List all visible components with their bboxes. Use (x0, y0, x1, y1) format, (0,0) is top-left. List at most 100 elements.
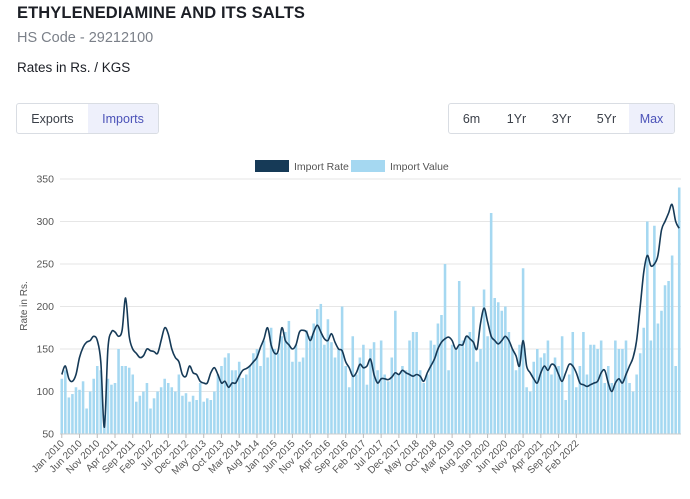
import-value-bar[interactable] (592, 344, 596, 434)
import-value-bar[interactable] (546, 340, 550, 435)
import-value-bar[interactable] (71, 394, 74, 434)
import-value-bar[interactable] (489, 213, 493, 434)
import-value-bar[interactable] (124, 366, 127, 434)
import-value-bar[interactable] (216, 374, 220, 435)
import-value-bar[interactable] (305, 330, 308, 434)
import-value-bar[interactable] (567, 374, 571, 435)
import-value-bar[interactable] (269, 327, 273, 434)
import-value-bar[interactable] (131, 374, 135, 435)
import-value-bar[interactable] (468, 332, 472, 434)
import-value-bar[interactable] (159, 387, 163, 434)
import-value-bar[interactable] (234, 370, 237, 434)
import-value-bar[interactable] (177, 374, 181, 435)
import-value-bar[interactable] (145, 383, 149, 434)
import-value-bar[interactable] (465, 336, 468, 434)
import-value-bar[interactable] (408, 340, 411, 435)
import-value-bar[interactable] (475, 361, 479, 434)
import-value-bar[interactable] (589, 344, 592, 434)
import-value-bar[interactable] (181, 395, 184, 434)
import-value-bar[interactable] (298, 361, 301, 434)
import-value-bar[interactable] (291, 361, 294, 434)
import-value-bar[interactable] (106, 378, 110, 434)
import-value-bar[interactable] (74, 387, 78, 434)
import-value-bar[interactable] (149, 408, 152, 435)
import-value-bar[interactable] (653, 225, 656, 434)
import-value-bar[interactable] (418, 370, 422, 434)
import-value-bar[interactable] (521, 268, 525, 434)
import-value-bar[interactable] (280, 336, 284, 434)
import-value-bar[interactable] (174, 391, 177, 435)
import-value-bar[interactable] (81, 381, 85, 434)
import-value-bar[interactable] (330, 342, 333, 434)
import-value-bar[interactable] (220, 366, 223, 434)
import-value-bar[interactable] (578, 366, 582, 434)
import-value-bar[interactable] (472, 306, 475, 435)
import-value-bar[interactable] (113, 383, 117, 434)
import-value-bar[interactable] (326, 319, 330, 434)
import-value-bar[interactable] (425, 374, 429, 435)
import-value-bar[interactable] (528, 391, 532, 435)
import-value-bar[interactable] (415, 332, 418, 434)
import-value-bar[interactable] (606, 366, 610, 434)
import-value-bar[interactable] (447, 370, 450, 434)
import-value-bar[interactable] (500, 310, 504, 434)
import-value-bar[interactable] (142, 391, 145, 435)
import-value-bar[interactable] (135, 401, 138, 434)
import-value-bar[interactable] (85, 408, 88, 435)
import-value-bar[interactable] (450, 344, 454, 434)
import-value-bar[interactable] (259, 366, 262, 434)
import-value-bar[interactable] (127, 367, 131, 434)
import-value-bar[interactable] (312, 323, 316, 435)
import-value-bar[interactable] (543, 353, 546, 434)
import-value-bar[interactable] (276, 353, 280, 434)
import-value-bar[interactable] (596, 349, 599, 434)
import-value-bar[interactable] (88, 391, 92, 435)
import-value-bar[interactable] (156, 391, 159, 435)
import-value-bar[interactable] (443, 264, 447, 434)
import-value-bar[interactable] (386, 381, 390, 434)
exports-button[interactable]: Exports (31, 111, 74, 126)
import-value-bar[interactable] (67, 397, 71, 434)
import-value-bar[interactable] (571, 332, 575, 434)
import-value-bar[interactable] (646, 221, 649, 435)
import-value-bar[interactable] (599, 340, 603, 435)
range-3yr-button[interactable]: 3Yr (551, 111, 572, 126)
import-value-bar[interactable] (294, 344, 298, 434)
legend-swatch-import-rate[interactable] (255, 160, 289, 172)
import-value-bar[interactable] (166, 383, 170, 434)
import-value-bar[interactable] (564, 400, 567, 434)
import-value-bar[interactable] (511, 349, 514, 434)
import-value-bar[interactable] (337, 349, 340, 434)
import-value-bar[interactable] (223, 357, 227, 435)
import-value-bar[interactable] (525, 387, 528, 434)
import-value-bar[interactable] (184, 393, 188, 434)
import-value-bar[interactable] (237, 361, 241, 434)
import-value-bar[interactable] (347, 387, 351, 434)
import-value-bar[interactable] (191, 395, 195, 434)
import-value-bar[interactable] (436, 323, 440, 435)
import-value-bar[interactable] (379, 340, 383, 435)
import-value-bar[interactable] (64, 370, 67, 434)
range-5yr-button[interactable]: 5Yr (596, 111, 617, 126)
import-value-bar[interactable] (486, 336, 489, 434)
import-value-bar[interactable] (461, 340, 465, 435)
import-value-bar[interactable] (205, 398, 209, 434)
import-value-bar[interactable] (120, 366, 124, 434)
import-value-bar[interactable] (624, 340, 628, 435)
import-value-bar[interactable] (262, 340, 266, 435)
import-value-bar[interactable] (670, 255, 674, 435)
import-value-bar[interactable] (433, 344, 436, 434)
import-value-bar[interactable] (372, 342, 376, 434)
import-value-bar[interactable] (138, 395, 142, 434)
import-value-bar[interactable] (560, 336, 564, 434)
import-value-bar[interactable] (301, 357, 305, 435)
import-value-bar[interactable] (457, 281, 461, 434)
import-value-bar[interactable] (213, 391, 216, 435)
legend-label-import-rate[interactable]: Import Rate (294, 161, 349, 173)
import-value-bar[interactable] (663, 285, 667, 434)
import-value-bar[interactable] (323, 344, 326, 434)
import-value-bar[interactable] (245, 374, 248, 435)
import-value-bar[interactable] (638, 353, 642, 434)
import-value-bar[interactable] (273, 349, 276, 434)
import-value-bar[interactable] (677, 187, 681, 435)
